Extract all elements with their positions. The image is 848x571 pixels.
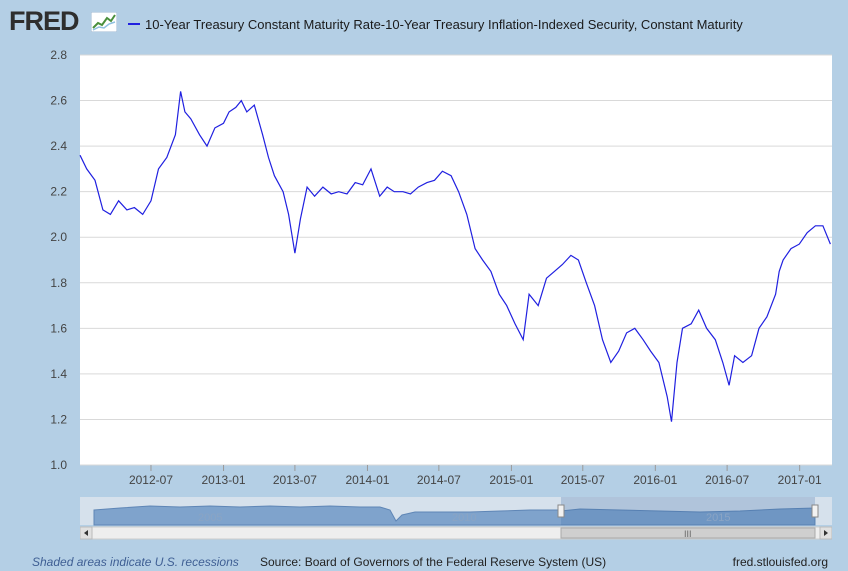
navigator-left-handle[interactable] — [557, 504, 565, 518]
scroll-right-arrow-icon — [824, 530, 828, 536]
scroll-thumb[interactable] — [560, 527, 816, 539]
x-tick-label: 2015-07 — [561, 473, 605, 487]
y-tick-label: 2.6 — [50, 94, 67, 108]
y-tick-label: 2.8 — [50, 48, 67, 62]
x-tick-label: 2014-01 — [345, 473, 389, 487]
x-tick-label: 2013-01 — [202, 473, 246, 487]
fred-url-link[interactable]: fred.stlouisfed.org — [732, 555, 828, 569]
y-tick-label: 1.0 — [50, 458, 67, 472]
x-tick-label: 2015-01 — [489, 473, 533, 487]
scroll-left-arrow-icon — [84, 530, 88, 536]
x-tick-label: 2013-07 — [273, 473, 317, 487]
navigator-right-handle[interactable] — [811, 504, 819, 518]
x-tick-label: 2016-01 — [633, 473, 677, 487]
y-tick-label: 1.6 — [50, 321, 67, 335]
y-tick-label: 2.0 — [50, 230, 67, 244]
navigator-label-2010: 2010 — [452, 512, 476, 524]
y-axis-ticks: 1.0 1.2 1.4 1.6 1.8 2.0 2.2 2.4 2.6 2.8 — [50, 48, 67, 472]
fred-logo-text: FRED — [9, 6, 79, 36]
y-tick-label: 2.4 — [50, 139, 67, 153]
series-line[interactable] — [79, 91, 831, 422]
fred-chart-icon — [91, 12, 117, 32]
y-tick-label: 1.8 — [50, 276, 67, 290]
time-navigator[interactable]: 2005 2010 2015 III — [80, 497, 832, 541]
y-tick-label: 2.2 — [50, 185, 67, 199]
x-tick-label: 2016-07 — [705, 473, 749, 487]
navigator-label-2005: 2005 — [198, 512, 222, 524]
y-tick-label: 1.2 — [50, 412, 67, 426]
plot-area — [80, 55, 832, 465]
x-tick-label: 2017-01 — [778, 473, 822, 487]
legend-series-label: 10-Year Treasury Constant Maturity Rate-… — [145, 16, 743, 32]
navigator-series-area — [93, 505, 816, 526]
scroll-thumb-grip: III — [684, 529, 692, 539]
chart-footer: Shaded areas indicate U.S. recessions So… — [0, 553, 848, 571]
y-tick-label: 1.4 — [50, 367, 67, 381]
x-tick-label: 2014-07 — [417, 473, 461, 487]
legend-line-swatch — [128, 23, 140, 25]
source-credit: Source: Board of Governors of the Federa… — [260, 555, 607, 569]
navigator-label-2015: 2015 — [706, 512, 730, 524]
navigator-selected-range — [561, 497, 815, 525]
x-tick-label: 2012-07 — [129, 473, 173, 487]
recession-note: Shaded areas indicate U.S. recessions — [32, 555, 239, 569]
x-axis-ticks: 2012-07 2013-01 2013-07 2014-01 2014-07 2015-… — [129, 465, 822, 487]
chart-legend[interactable]: 10-Year Treasury Constant Maturity Rate-… — [128, 15, 743, 33]
